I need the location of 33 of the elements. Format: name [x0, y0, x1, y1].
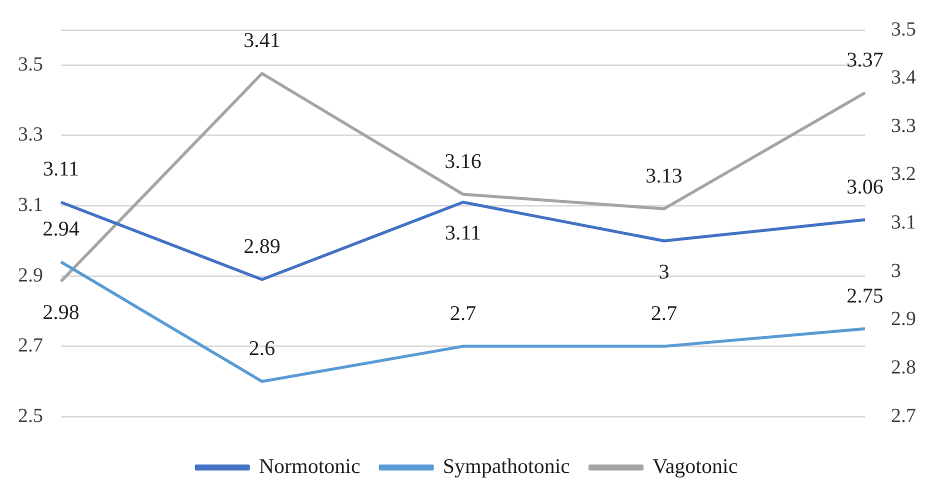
- data-label: 2.98: [42, 300, 80, 324]
- data-label: 3.11: [445, 220, 481, 245]
- y-tick-label: 2.7: [18, 334, 43, 357]
- data-label: 2.7: [650, 300, 678, 325]
- data-label: 2.94: [42, 216, 80, 240]
- y-tick-label: 2.9: [18, 264, 43, 286]
- data-label: 3.16: [444, 148, 482, 173]
- y2-tick-label: 3.1: [891, 212, 916, 234]
- y-tick-label: 3.3: [18, 124, 43, 146]
- legend-label: Vagotonic: [652, 454, 738, 478]
- y2-tick-label: 3.2: [891, 163, 916, 186]
- data-label: 2.75: [846, 283, 884, 308]
- y-tick-label: 3.1: [18, 194, 43, 216]
- y2-tick-label: 2.9: [891, 308, 916, 330]
- y2-tick-label: 3.4: [891, 66, 916, 89]
- y-tick-label: 3.5: [18, 53, 43, 76]
- data-label: 3.13: [646, 163, 682, 188]
- data-label: 3.11: [43, 156, 79, 181]
- y-tick-label: 2.5: [18, 404, 43, 427]
- data-label: 3.41: [244, 28, 280, 52]
- data-label: 2.89: [244, 234, 280, 258]
- data-label: 3.06: [846, 174, 884, 198]
- y2-tick-label: 2.8: [891, 356, 916, 379]
- y2-tick-label: 2.7: [891, 404, 916, 427]
- data-label: 2.7: [450, 300, 476, 325]
- data-label: 2.6: [248, 336, 276, 360]
- legend-label: Sympathotonic: [442, 454, 570, 478]
- y2-tick-label: 3: [891, 260, 901, 282]
- y2-tick-label: 3.5: [891, 18, 916, 40]
- legend-label: Normotonic: [258, 454, 360, 478]
- data-label: 3: [658, 259, 670, 284]
- y2-tick-label: 3.3: [891, 114, 916, 137]
- data-label: 3.37: [846, 47, 884, 72]
